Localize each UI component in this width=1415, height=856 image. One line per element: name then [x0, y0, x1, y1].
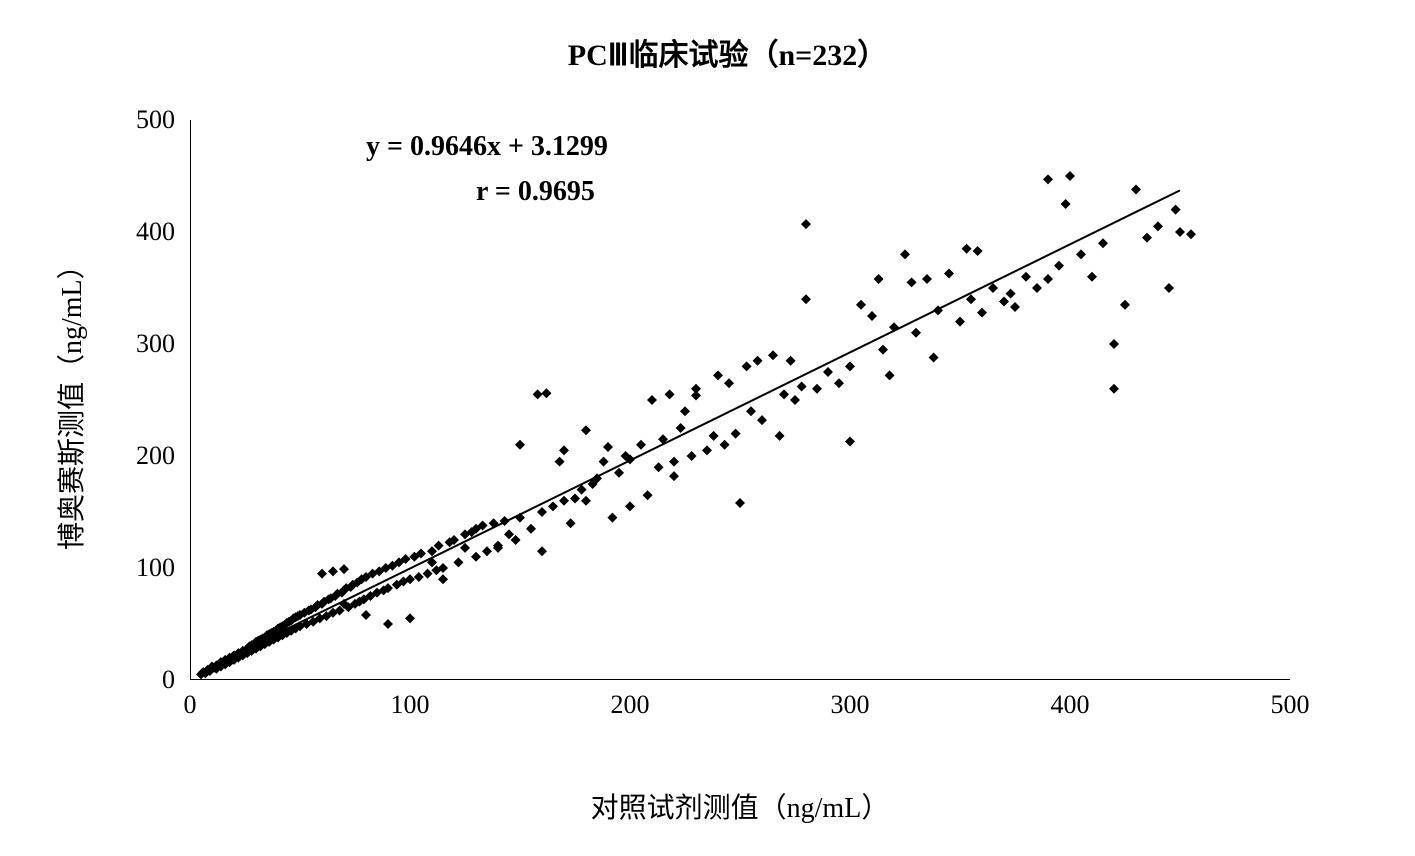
y-tick: 200: [95, 441, 175, 471]
x-tick: 200: [611, 690, 650, 720]
x-axis-label: 对照试剂测值（ng/mL）: [190, 786, 1290, 826]
x-tick: 300: [831, 690, 870, 720]
scatter-plot: [190, 120, 1290, 680]
chart-title: PCⅢ临床试验（n=232）: [20, 30, 1415, 74]
x-tick: 0: [184, 690, 197, 720]
x-tick: 500: [1271, 690, 1310, 720]
x-tick: 100: [391, 690, 430, 720]
y-tick: 100: [95, 553, 175, 583]
y-tick: 500: [95, 105, 175, 135]
chart-container: PCⅢ临床试验（n=232） 博奥赛斯测值（ng/mL） 0 100 200 300 4…: [20, 20, 1415, 836]
y-tick: 400: [95, 217, 175, 247]
y-tick: 300: [95, 329, 175, 359]
y-tick: 0: [95, 665, 175, 695]
regression-equation: y = 0.9646x + 3.1299: [366, 131, 608, 163]
x-tick: 400: [1051, 690, 1090, 720]
correlation-coefficient: r = 0.9695: [476, 176, 595, 208]
y-axis-label: 博奥赛斯测值（ng/mL）: [50, 251, 90, 550]
